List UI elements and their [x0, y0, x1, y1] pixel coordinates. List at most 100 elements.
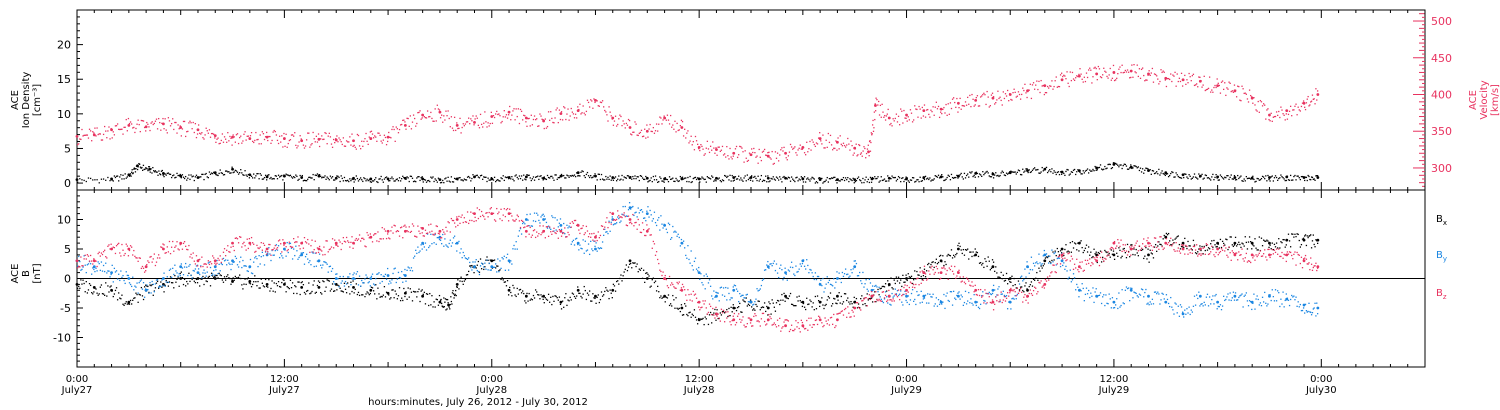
velocity-sample	[310, 144, 312, 146]
density-sample	[692, 177, 694, 180]
velocity-sample	[1248, 89, 1251, 91]
by-sample	[321, 267, 323, 269]
velocity-sample	[417, 112, 419, 114]
bx-sample	[1086, 251, 1089, 253]
density-sample	[892, 176, 894, 179]
velocity-sample	[532, 118, 535, 121]
bx-sample	[937, 261, 940, 264]
bx-sample	[753, 308, 755, 310]
by-sample	[1073, 277, 1076, 279]
density-sample	[1084, 170, 1087, 172]
density-sample	[195, 174, 198, 176]
density-sample	[1079, 171, 1081, 173]
bx-sample	[766, 305, 768, 308]
velocity-sample	[338, 137, 340, 139]
density-sample	[880, 176, 882, 178]
bx-sample	[367, 292, 369, 294]
density-sample	[1057, 171, 1060, 173]
density-sample	[1285, 179, 1287, 182]
density-sample	[703, 178, 705, 181]
by-sample	[1057, 257, 1060, 259]
velocity-sample	[748, 152, 751, 154]
velocity-sample	[962, 105, 965, 107]
velocity-sample	[307, 132, 309, 134]
by-sample	[644, 217, 646, 219]
velocity-sample	[722, 154, 725, 156]
bx-sample	[129, 299, 132, 302]
velocity-sample	[921, 106, 923, 109]
density-sample	[604, 179, 606, 181]
by-sample	[1095, 288, 1097, 290]
velocity-sample	[1150, 72, 1152, 74]
density-sample	[591, 177, 593, 179]
bx-sample	[248, 282, 251, 284]
bx-sample	[476, 264, 478, 266]
by-sample	[1229, 292, 1231, 294]
velocity-sample	[726, 145, 728, 148]
by-sample	[1015, 298, 1017, 300]
density-sample	[1264, 178, 1266, 180]
density-sample	[901, 177, 903, 180]
velocity-sample	[580, 113, 582, 115]
bx-sample	[1154, 243, 1157, 246]
velocity-sample	[478, 127, 481, 129]
by-sample	[1063, 262, 1065, 264]
velocity-sample	[1110, 79, 1112, 81]
bx-sample	[811, 306, 813, 308]
velocity-sample	[456, 122, 458, 124]
density-sample	[455, 178, 457, 180]
density-sample	[1035, 169, 1037, 171]
velocity-sample	[684, 128, 686, 130]
bx-sample	[1196, 253, 1198, 255]
density-sample	[487, 177, 489, 179]
bx-sample	[208, 275, 211, 278]
bx-sample	[118, 292, 120, 294]
bx-sample	[663, 295, 665, 297]
velocity-sample	[1273, 115, 1276, 118]
velocity-sample	[506, 117, 509, 119]
density-sample	[828, 177, 831, 180]
velocity-sample	[1072, 78, 1075, 80]
density-sample	[102, 178, 105, 180]
velocity-sample	[652, 126, 655, 129]
bx-sample	[121, 294, 123, 296]
bx-sample	[259, 287, 261, 289]
by-sample	[1123, 303, 1125, 305]
bx-sample	[1250, 241, 1252, 243]
bx-sample	[768, 301, 770, 303]
velocity-sample	[495, 113, 497, 115]
density-sample	[864, 179, 866, 181]
by-sample	[243, 265, 245, 267]
density-sample	[1018, 170, 1021, 172]
density-point-55	[1026, 169, 1029, 173]
bx-sample	[1175, 237, 1177, 239]
by-sample	[577, 243, 579, 246]
velocity-sample	[183, 120, 186, 123]
by-sample	[703, 275, 705, 277]
bx-sample	[435, 298, 437, 300]
density-sample	[802, 181, 805, 183]
velocity-sample	[1306, 98, 1308, 100]
by-sample	[887, 302, 889, 304]
by-sample	[623, 214, 625, 216]
by-sample	[1160, 299, 1162, 301]
density-sample	[1019, 173, 1022, 176]
by-sample	[407, 266, 409, 268]
velocity-sample	[366, 140, 368, 142]
density-sample	[355, 175, 357, 177]
by-sample	[383, 275, 386, 278]
by-sample	[795, 265, 797, 267]
by-sample	[800, 265, 802, 267]
by-sample	[676, 235, 678, 237]
by-sample	[304, 255, 307, 258]
velocity-sample	[803, 152, 806, 154]
velocity-sample	[599, 101, 602, 103]
by-sample	[1159, 303, 1161, 305]
density-sample	[1125, 165, 1128, 167]
by-sample	[1198, 291, 1200, 293]
by-sample	[1175, 303, 1177, 305]
velocity-sample	[727, 155, 729, 157]
bx-sample	[170, 282, 173, 284]
velocity-sample	[280, 141, 282, 143]
by-sample	[237, 266, 240, 268]
